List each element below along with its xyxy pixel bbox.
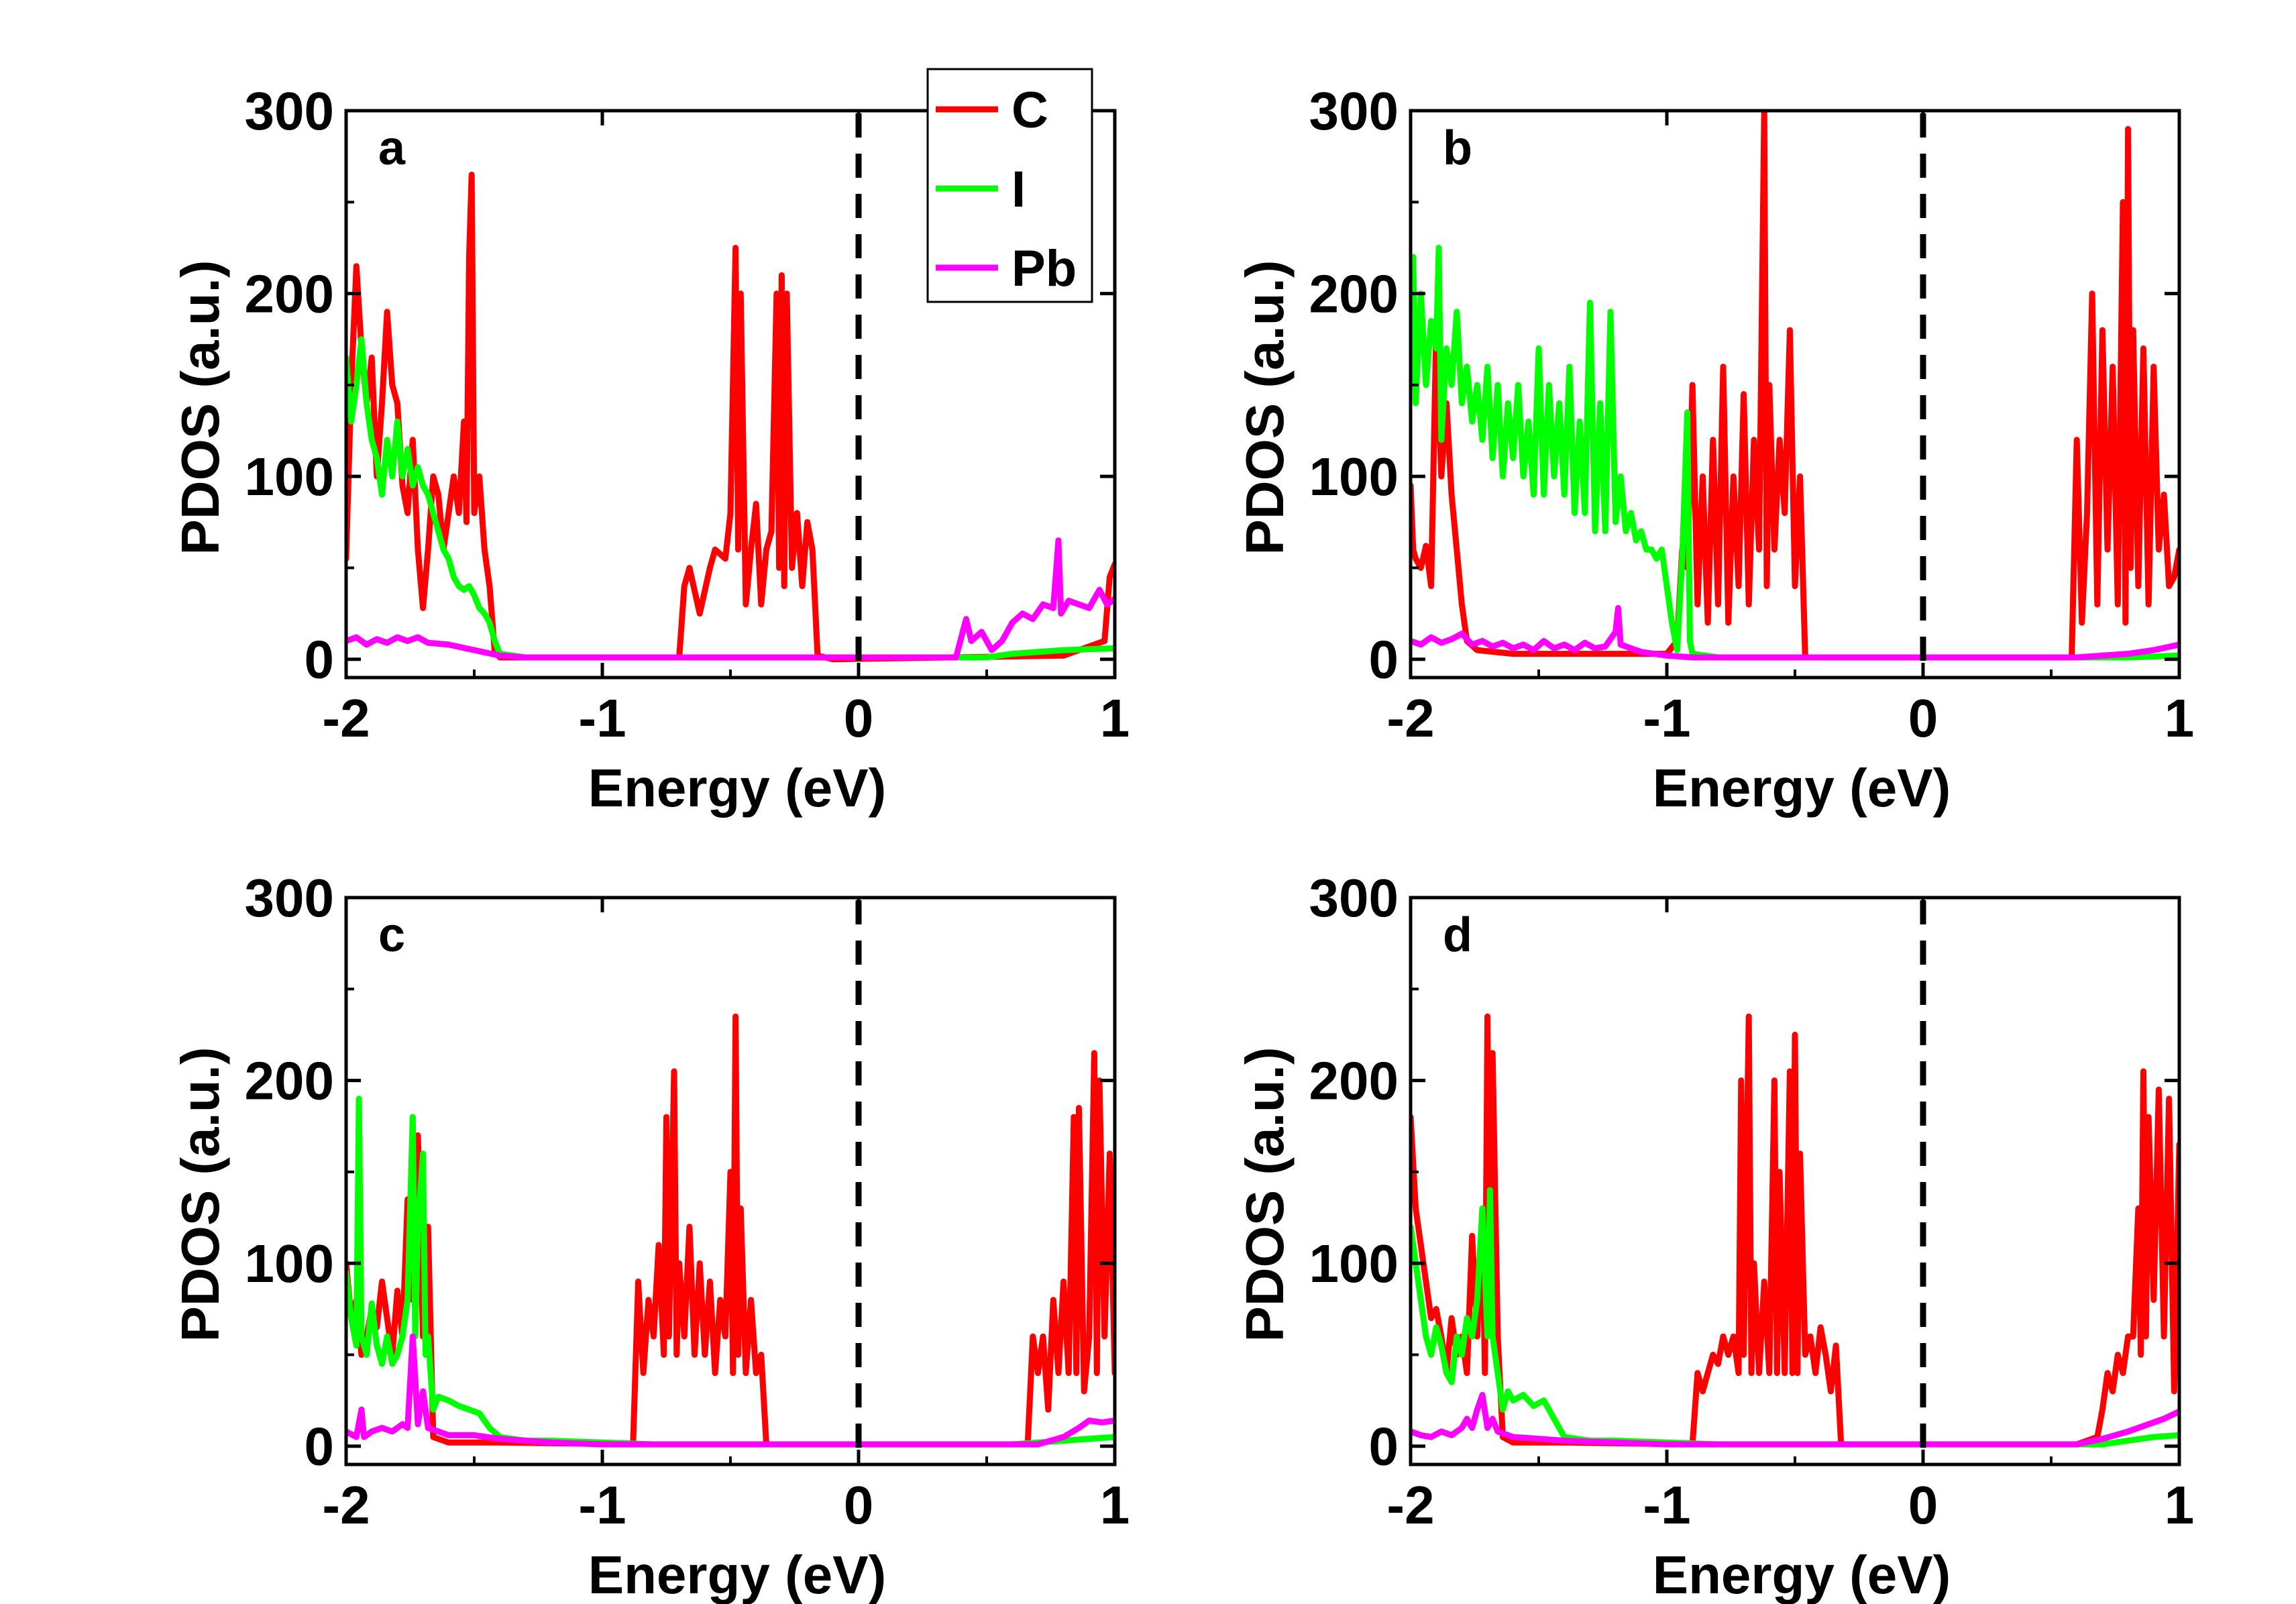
y-tick-label: 200 [245,264,334,324]
y-tick-label: 200 [1309,264,1399,324]
x-tick-label: 1 [2165,688,2195,748]
x-tick-label: -2 [322,688,370,748]
series-group [346,171,1115,663]
x-tick-label: 1 [2165,1475,2195,1535]
x-axis-label: Energy (eV) [1653,1545,1951,1604]
y-axis-label: PDOS (a.u.) [1235,1047,1295,1342]
legend-label-c: C [1012,82,1048,139]
y-tick-label: 100 [1309,1234,1399,1293]
x-tick-label: -1 [1643,1475,1690,1535]
x-tick-label: -1 [578,1475,626,1535]
x-tick-label: 0 [844,688,874,748]
y-tick-label: 0 [1369,630,1399,690]
series-line-pb [1411,604,2179,661]
y-axis-label: PDOS (a.u.) [1235,260,1295,555]
x-tick-label: -2 [322,1475,370,1535]
legend: CI Pb [926,68,1093,303]
y-axis-label: PDOS (a.u.) [170,1047,230,1342]
panel-letter-b: b [1443,121,1472,175]
x-axis-label: Energy (eV) [588,758,887,818]
series-line-pb [1411,1391,2179,1448]
y-tick-label: 0 [305,1417,335,1477]
x-tick-label: 0 [1908,688,1938,748]
panel-letter-d: d [1443,908,1472,962]
series-line-c [346,1013,1115,1448]
panel-d: -2 -1 0 1 0 100 200 300 Energy (eV) PDOS (a.u.) d [1235,868,2194,1604]
series-group [346,1013,1115,1448]
series-line-pb [346,1333,1115,1448]
series-line-i [1411,244,2179,661]
y-tick-label: 200 [245,1051,334,1111]
series-group [1411,1013,2179,1448]
panel-c: -2 -1 0 1 0 100 200 300 Energy (eV) PDOS (a.u.) c [170,868,1130,1604]
x-tick-label: -2 [1386,688,1434,748]
y-tick-label: 100 [245,1234,334,1293]
y-tick-label: 200 [1309,1051,1399,1111]
panel-b: -2 -1 0 1 0 100 200 300 Energy (eV) PDOS (a.u.) b [1235,81,2194,818]
x-axis-label: Energy (eV) [1653,758,1951,818]
x-tick-label: -1 [1643,688,1690,748]
series-line-c [1411,111,2179,661]
x-tick-label: 1 [1100,1475,1130,1535]
y-tick-label: 300 [245,868,334,928]
panel-letter-c: c [378,908,405,962]
y-tick-label: 300 [1309,81,1399,141]
panel-a: -2 -1 0 1 0 100 200 300 Energy (eV) PDOS (a.u.) a [170,81,1130,818]
x-tick-label: 0 [1908,1475,1938,1535]
x-tick-label: 1 [1100,688,1130,748]
series-group [1411,111,2179,661]
y-tick-label: 0 [1369,1417,1399,1477]
legend-label-pb: Pb [1012,240,1077,297]
y-tick-label: 100 [1309,447,1399,506]
series-line-pb [346,537,1115,661]
y-tick-label: 300 [1309,868,1399,928]
y-tick-label: 0 [305,630,335,690]
y-tick-label: 100 [245,447,334,506]
legend-label-i: I [1012,161,1026,218]
panel-letter-a: a [378,121,406,175]
x-axis-label: Energy (eV) [588,1545,887,1604]
x-tick-label: 0 [844,1475,874,1535]
x-tick-label: -1 [578,688,626,748]
y-tick-label: 300 [245,81,334,141]
y-axis-label: PDOS (a.u.) [170,260,230,555]
x-tick-label: -2 [1386,1475,1434,1535]
